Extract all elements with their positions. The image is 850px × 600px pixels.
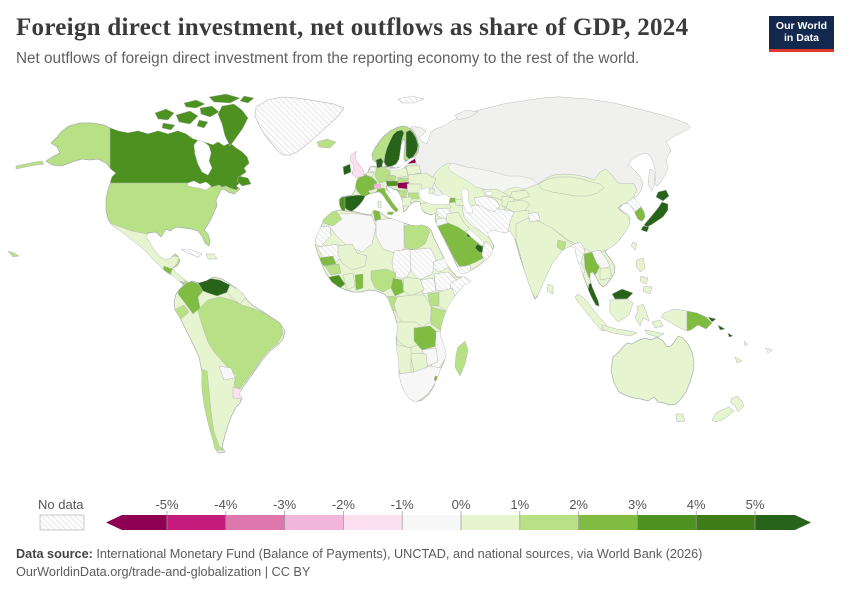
svg-text:4%: 4% [687, 497, 706, 512]
svg-text:1%: 1% [510, 497, 529, 512]
svg-text:2%: 2% [569, 497, 588, 512]
svg-text:-1%: -1% [391, 497, 415, 512]
svg-text:-4%: -4% [214, 497, 238, 512]
svg-text:-5%: -5% [155, 497, 179, 512]
svg-text:3%: 3% [628, 497, 647, 512]
svg-text:0%: 0% [452, 497, 471, 512]
svg-text:-2%: -2% [332, 497, 356, 512]
svg-text:5%: 5% [746, 497, 765, 512]
svg-text:-3%: -3% [273, 497, 297, 512]
